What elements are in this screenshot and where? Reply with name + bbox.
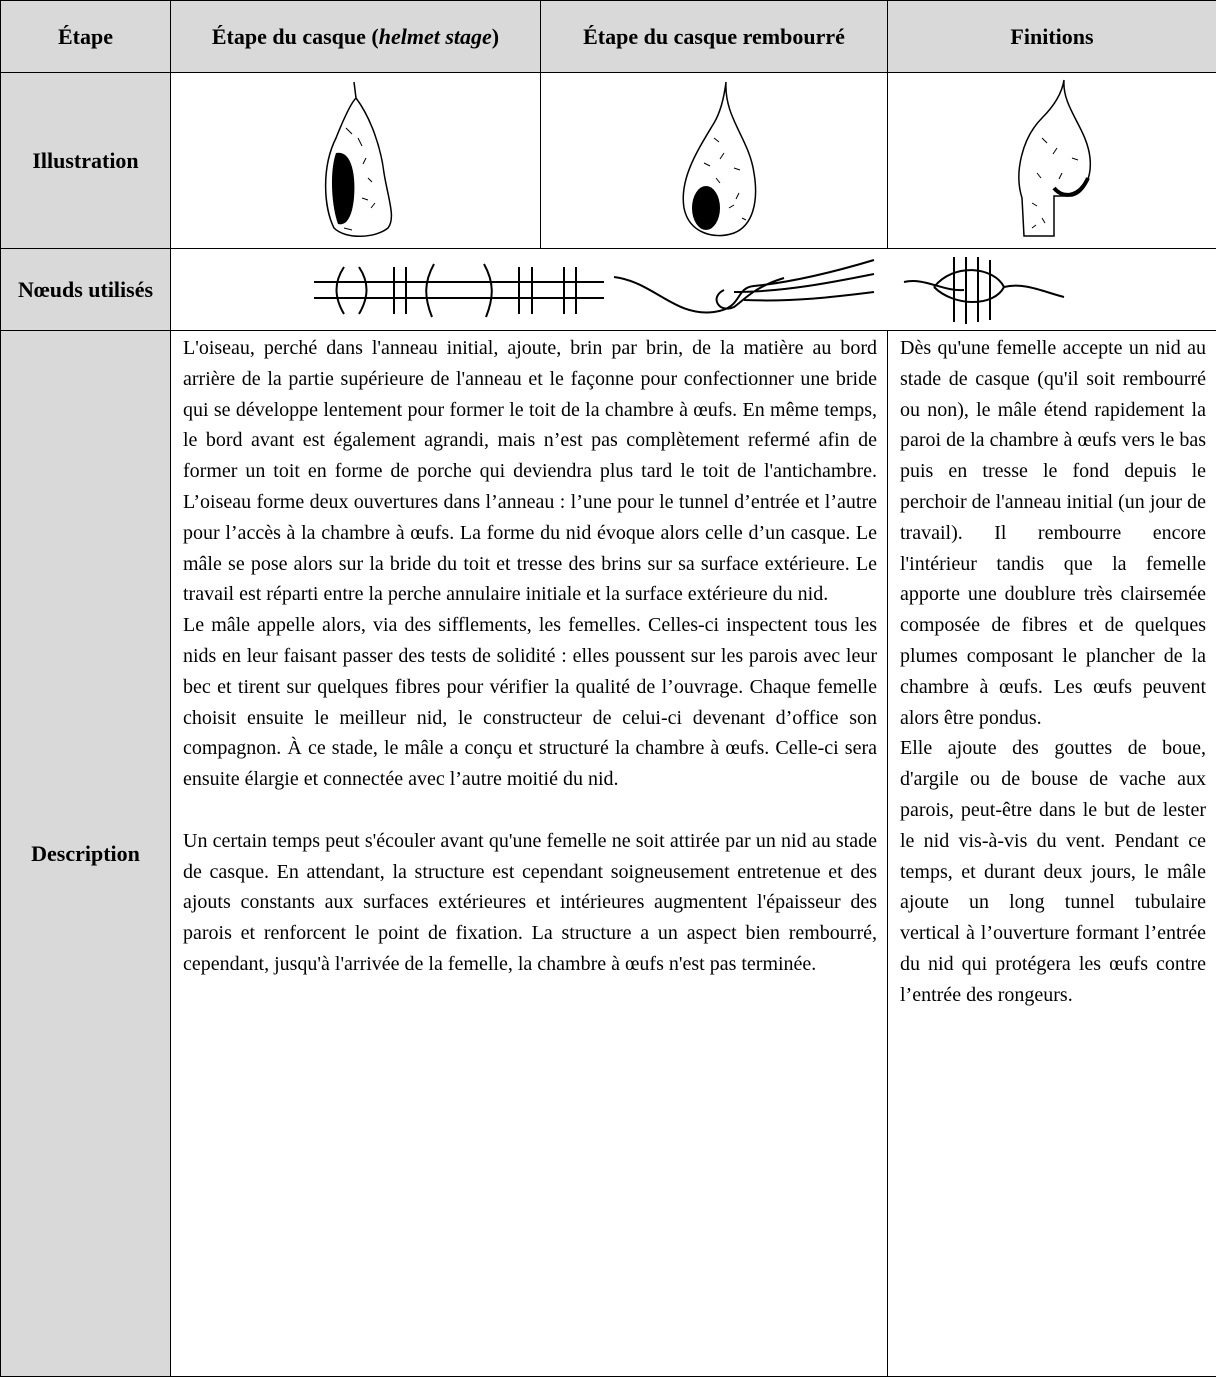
header-text: Étape du casque ( [212,24,379,49]
header-cell: Finitions [888,1,1216,73]
row-label: Nœuds utilisés [1,249,171,331]
knots-cell [171,249,1216,331]
paragraph: Le mâle appelle alors, via des sifflemen… [183,610,877,795]
paragraph: Dès qu'une femelle accepte un nid au sta… [900,333,1206,733]
nest-finished [992,78,1112,243]
illustration-row: Illustration [1,73,1216,249]
nest-padded [654,78,774,243]
row-label: Description [1,331,171,1377]
description-cell: Dès qu'une femelle accepte un nid au sta… [888,331,1216,1377]
knots-drawing [314,252,1074,328]
paragraph: Un certain temps peut s'écouler avant qu… [183,826,877,980]
header-italic: helmet stage [379,24,492,49]
header-cell: Étape du casque rembourré [541,1,888,73]
paragraph: Elle ajoute des gouttes de boue, d'argil… [900,733,1206,1010]
illustration-cell [541,73,888,249]
header-row: Étape Étape du casque (helmet stage) Éta… [1,1,1216,73]
knots-row: Nœuds utilisés [1,249,1216,331]
header-cell: Étape du casque (helmet stage) [171,1,541,73]
header-cell: Étape [1,1,171,73]
spacer [183,795,877,826]
nest-helmet [296,78,416,243]
description-cell: L'oiseau, perché dans l'anneau initial, … [171,331,888,1377]
header-text: ) [492,24,499,49]
paragraph: L'oiseau, perché dans l'anneau initial, … [183,333,877,610]
row-label: Illustration [1,73,171,249]
description-row: Description L'oiseau, perché dans l'anne… [1,331,1216,1377]
illustration-cell [171,73,541,249]
illustration-cell [888,73,1216,249]
